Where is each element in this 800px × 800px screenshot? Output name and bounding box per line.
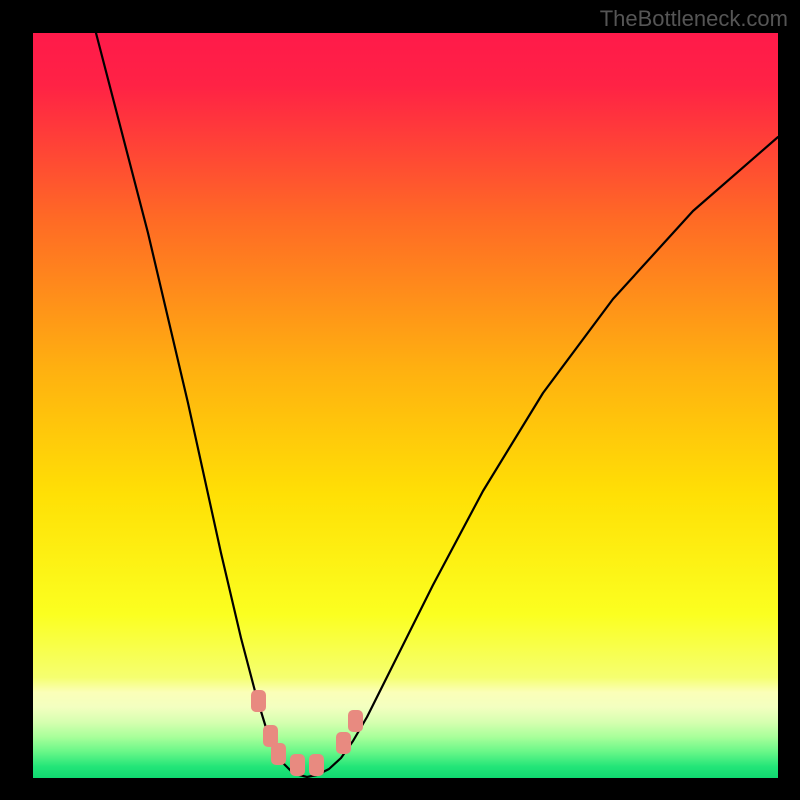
curve-path bbox=[96, 33, 778, 777]
marker-dot bbox=[290, 754, 305, 776]
watermark-text: TheBottleneck.com bbox=[600, 6, 788, 32]
marker-dot bbox=[271, 743, 286, 765]
marker-dot bbox=[348, 710, 363, 732]
marker-dot bbox=[336, 732, 351, 754]
curve-svg bbox=[33, 33, 778, 778]
marker-dot bbox=[251, 690, 266, 712]
plot-area bbox=[33, 33, 778, 778]
marker-dot bbox=[309, 754, 324, 776]
